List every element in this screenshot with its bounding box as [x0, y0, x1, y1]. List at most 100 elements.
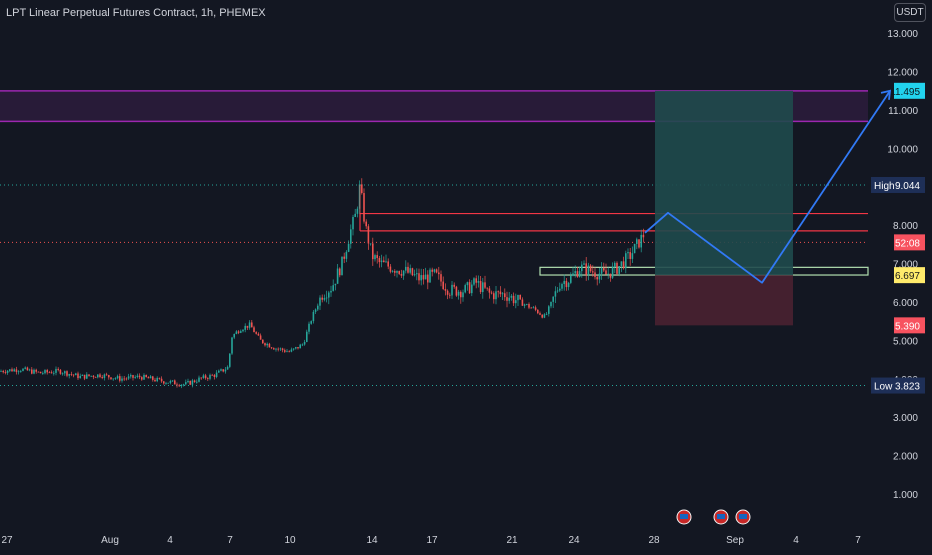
candle-body	[37, 371, 40, 373]
candle-body	[191, 380, 194, 385]
candle-body	[229, 353, 231, 367]
candle-body	[240, 331, 242, 333]
candle-body	[336, 268, 339, 284]
candle-body	[631, 253, 634, 259]
symbol-title[interactable]: LPT Linear Perpetual Futures Contract, 1…	[6, 7, 266, 19]
candle-body	[193, 380, 196, 383]
x-tick-label: 17	[426, 535, 438, 546]
candle-body	[220, 369, 222, 371]
candle-body	[589, 265, 592, 272]
candle-body	[347, 243, 350, 252]
candle-body	[367, 226, 370, 244]
candle-body	[187, 380, 189, 383]
candle-body	[325, 297, 328, 299]
y-tick-label: 6.000	[893, 298, 918, 309]
candle-body	[11, 369, 13, 372]
candle-body	[114, 378, 117, 379]
candle-body	[165, 382, 167, 384]
candle-body	[317, 305, 319, 310]
candle-body	[427, 274, 429, 283]
candle-body	[330, 290, 332, 293]
candle-body	[332, 285, 334, 291]
candle-body	[13, 369, 15, 372]
candle-body	[444, 289, 447, 291]
candle-body	[339, 268, 341, 276]
x-tick-label: Aug	[101, 535, 119, 546]
candle-body	[299, 344, 301, 349]
candle-body	[361, 184, 363, 194]
candle-body	[585, 263, 587, 275]
candle-body	[257, 333, 260, 336]
x-tick-label: 27	[1, 535, 13, 546]
event-flag-icon	[739, 514, 747, 519]
candle-body	[607, 273, 609, 275]
candle-body	[583, 263, 585, 265]
candle-body	[508, 297, 510, 301]
candle-body	[587, 265, 590, 275]
candle-body	[402, 270, 405, 276]
candle-body	[123, 378, 125, 380]
candle-body	[418, 273, 420, 281]
candle-body	[640, 234, 642, 248]
low-tag-label: Low	[874, 382, 893, 393]
candle-body	[629, 252, 631, 259]
projection-path[interactable]	[644, 90, 891, 284]
candle-body	[510, 295, 513, 298]
candle-body	[262, 339, 264, 344]
candle-body	[209, 374, 211, 379]
candle-body	[297, 347, 299, 349]
candle-body	[596, 277, 598, 280]
candle-body	[77, 373, 79, 379]
x-tick-label: 10	[284, 535, 296, 546]
candle-body	[407, 266, 409, 273]
candle-body	[171, 380, 174, 382]
candle-body	[405, 266, 407, 271]
candle-body	[609, 273, 612, 278]
candle-body	[275, 348, 277, 350]
candle-body	[420, 275, 422, 281]
candle-body	[380, 260, 383, 263]
candle-body	[352, 216, 354, 230]
candle-body	[548, 306, 550, 314]
candle-body	[156, 377, 158, 382]
candle-body	[281, 348, 284, 351]
candle-body	[517, 294, 519, 301]
candle-body	[433, 269, 436, 272]
candle-body	[570, 275, 572, 283]
candle-body	[398, 271, 400, 274]
candle-body	[211, 374, 213, 376]
candle-body	[462, 292, 464, 298]
candle-body	[413, 274, 416, 276]
high-tag-value: 9.044	[895, 181, 920, 192]
candle-body	[446, 290, 449, 295]
candle-body	[350, 229, 352, 244]
candle-body	[488, 288, 491, 293]
candle-body	[523, 304, 526, 306]
candle-body	[284, 350, 286, 352]
candle-body	[616, 262, 618, 274]
candle-body	[301, 344, 304, 346]
candle-body	[528, 304, 530, 308]
candle-body	[248, 322, 251, 328]
candle-body	[464, 285, 466, 293]
candle-body	[112, 378, 114, 380]
candle-body	[475, 278, 477, 283]
candle-body	[578, 271, 581, 277]
candle-body	[64, 371, 66, 374]
current-price-tag-bg	[894, 234, 925, 251]
candle-body	[237, 331, 240, 333]
candle-body	[319, 297, 321, 306]
candle-body	[66, 371, 68, 376]
stop-zone	[655, 275, 793, 326]
candle-body	[376, 255, 378, 258]
currency-button[interactable]: USDT	[894, 3, 926, 22]
y-tick-label: 7.000	[893, 260, 918, 271]
candle-body	[534, 307, 537, 310]
candle-body	[451, 284, 453, 296]
candle-body	[600, 268, 603, 274]
zones	[0, 90, 869, 326]
candle-body	[605, 270, 607, 275]
candle-body	[486, 287, 488, 289]
